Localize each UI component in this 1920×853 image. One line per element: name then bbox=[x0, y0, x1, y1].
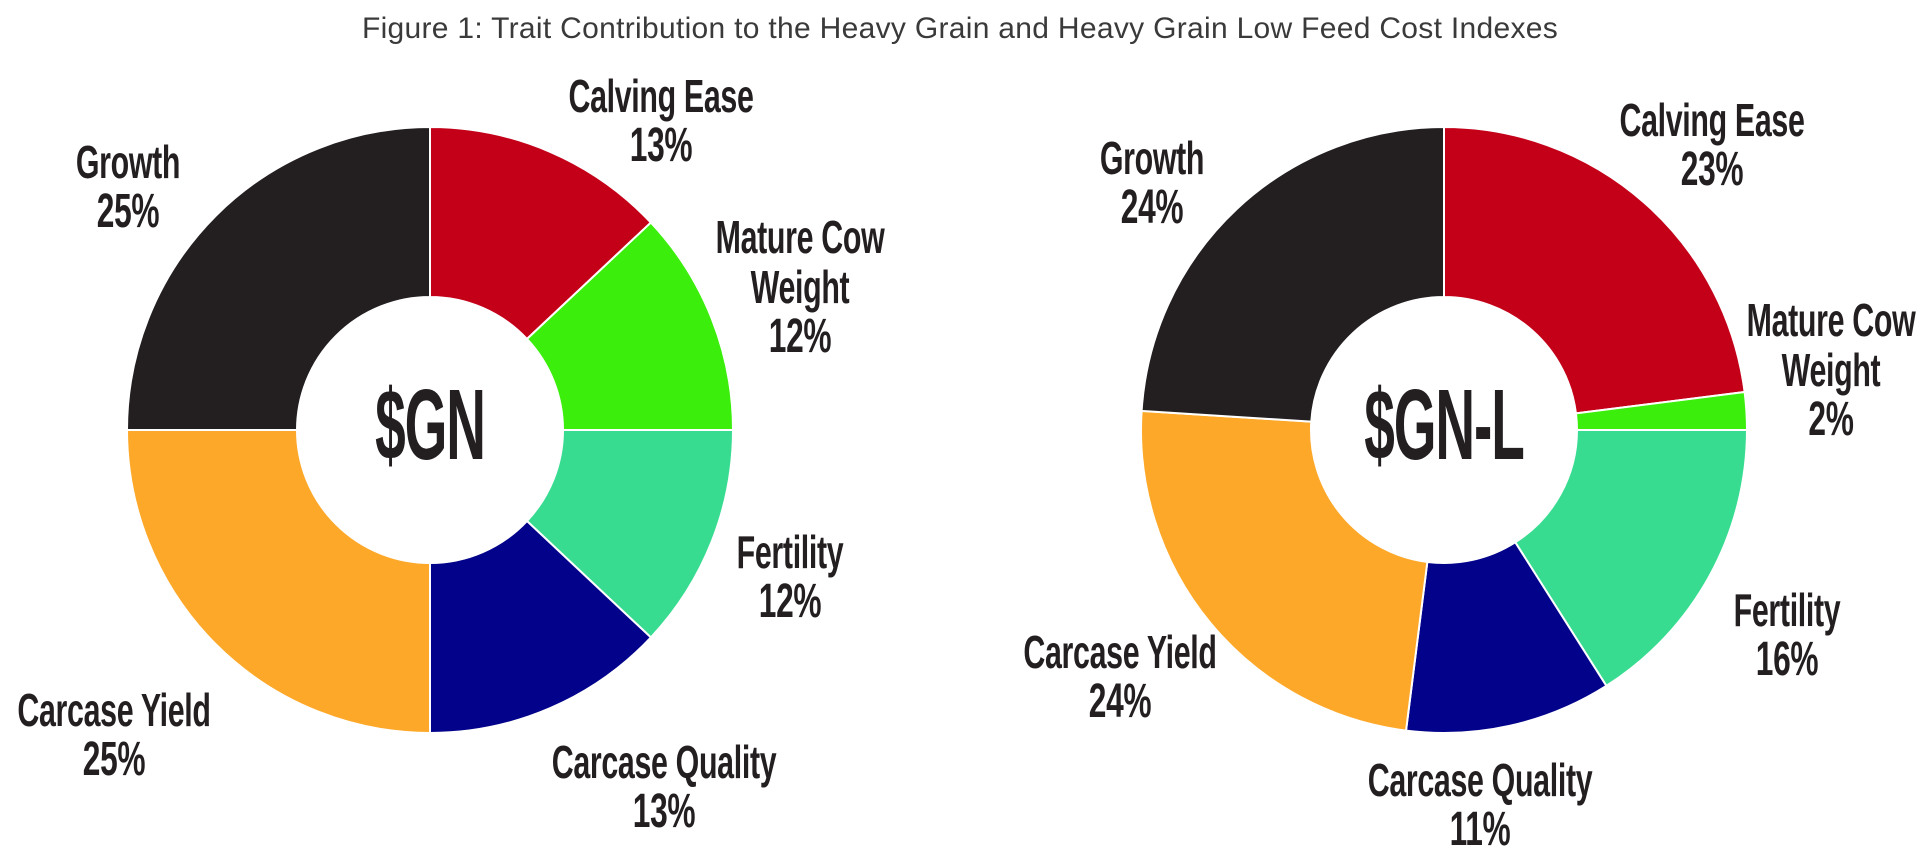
segment-label-percent: 25% bbox=[82, 733, 146, 786]
segment-label-carcase-quality: Carcase Quality 11% bbox=[1368, 755, 1593, 853]
segment-label-percent: 23% bbox=[1680, 143, 1744, 196]
segment-label-percent: 13% bbox=[632, 785, 696, 838]
segment-label-growth: Growth 24% bbox=[1099, 132, 1205, 234]
segment-carcase-quality bbox=[429, 519, 653, 735]
segment-label-name: Carcase Quality bbox=[551, 736, 777, 788]
segment-label-name: Calving Ease bbox=[568, 70, 754, 122]
segment-label-percent: 25% bbox=[96, 185, 160, 238]
segment-label-name: Fertility bbox=[1733, 584, 1841, 636]
donut-chart-gn bbox=[125, 125, 735, 735]
segment-label-name: Carcase Yield bbox=[17, 684, 211, 736]
segment-label-name: Fertility bbox=[736, 526, 844, 578]
segment-carcase-yield bbox=[125, 429, 431, 735]
segment-growth bbox=[1140, 125, 1445, 423]
segment-growth bbox=[125, 125, 431, 431]
segment-label-calving-ease: Calving Ease 23% bbox=[1619, 95, 1804, 195]
segment-label-carcase-yield: Carcase Yield 25% bbox=[17, 684, 211, 786]
segment-label-name: Weight bbox=[1781, 344, 1881, 396]
segment-label-mature-cow-weight: Mature Cow Weight 2% bbox=[1747, 295, 1916, 445]
segment-label-calving-ease: Calving Ease 13% bbox=[568, 71, 753, 171]
donut-chart-gn-l bbox=[1140, 125, 1749, 734]
segment-calving-ease bbox=[429, 125, 653, 341]
segment-label-name: Weight bbox=[750, 261, 850, 313]
segment-label-fertility: Fertility 12% bbox=[737, 527, 844, 627]
segment-label-percent: 12% bbox=[768, 310, 832, 363]
segment-label-percent: 12% bbox=[758, 575, 822, 628]
center-label-gn-l: $GN-L bbox=[1364, 368, 1525, 481]
segment-label-mature-cow-weight: Mature Cow Weight 12% bbox=[716, 212, 885, 362]
segment-label-carcase-yield: Carcase Yield 24% bbox=[1023, 626, 1217, 728]
segment-mature-cow-weight bbox=[525, 221, 735, 431]
segment-label-percent: 13% bbox=[629, 119, 693, 172]
segment-label-fertility: Fertility 16% bbox=[1734, 585, 1841, 685]
figure-title: Figure 1: Trait Contribution to the Heav… bbox=[361, 12, 1559, 45]
segment-fertility bbox=[525, 429, 735, 639]
segment-label-percent: 11% bbox=[1449, 803, 1511, 853]
segment-label-percent: 24% bbox=[1120, 181, 1184, 234]
segment-label-name: Growth bbox=[1099, 132, 1205, 184]
segment-label-percent: 16% bbox=[1755, 633, 1819, 686]
segment-label-percent: 24% bbox=[1088, 675, 1152, 728]
center-label-gn: $GN bbox=[375, 368, 486, 481]
segment-label-growth: Growth 25% bbox=[75, 136, 181, 238]
segment-label-carcase-quality: Carcase Quality 13% bbox=[552, 737, 777, 837]
segment-carcase-yield bbox=[1140, 409, 1429, 732]
segment-label-name: Mature Cow bbox=[1746, 294, 1916, 346]
segment-label-name: Carcase Yield bbox=[1023, 626, 1217, 678]
segment-carcase-quality bbox=[1404, 540, 1608, 734]
segment-label-name: Calving Ease bbox=[1619, 94, 1805, 146]
segment-label-name: Growth bbox=[75, 136, 181, 188]
segment-label-name: Mature Cow bbox=[715, 211, 885, 263]
segment-fertility bbox=[1513, 429, 1749, 688]
segment-calving-ease bbox=[1443, 125, 1746, 415]
segment-label-percent: 2% bbox=[1808, 393, 1854, 446]
segment-label-name: Carcase Quality bbox=[1367, 754, 1593, 806]
